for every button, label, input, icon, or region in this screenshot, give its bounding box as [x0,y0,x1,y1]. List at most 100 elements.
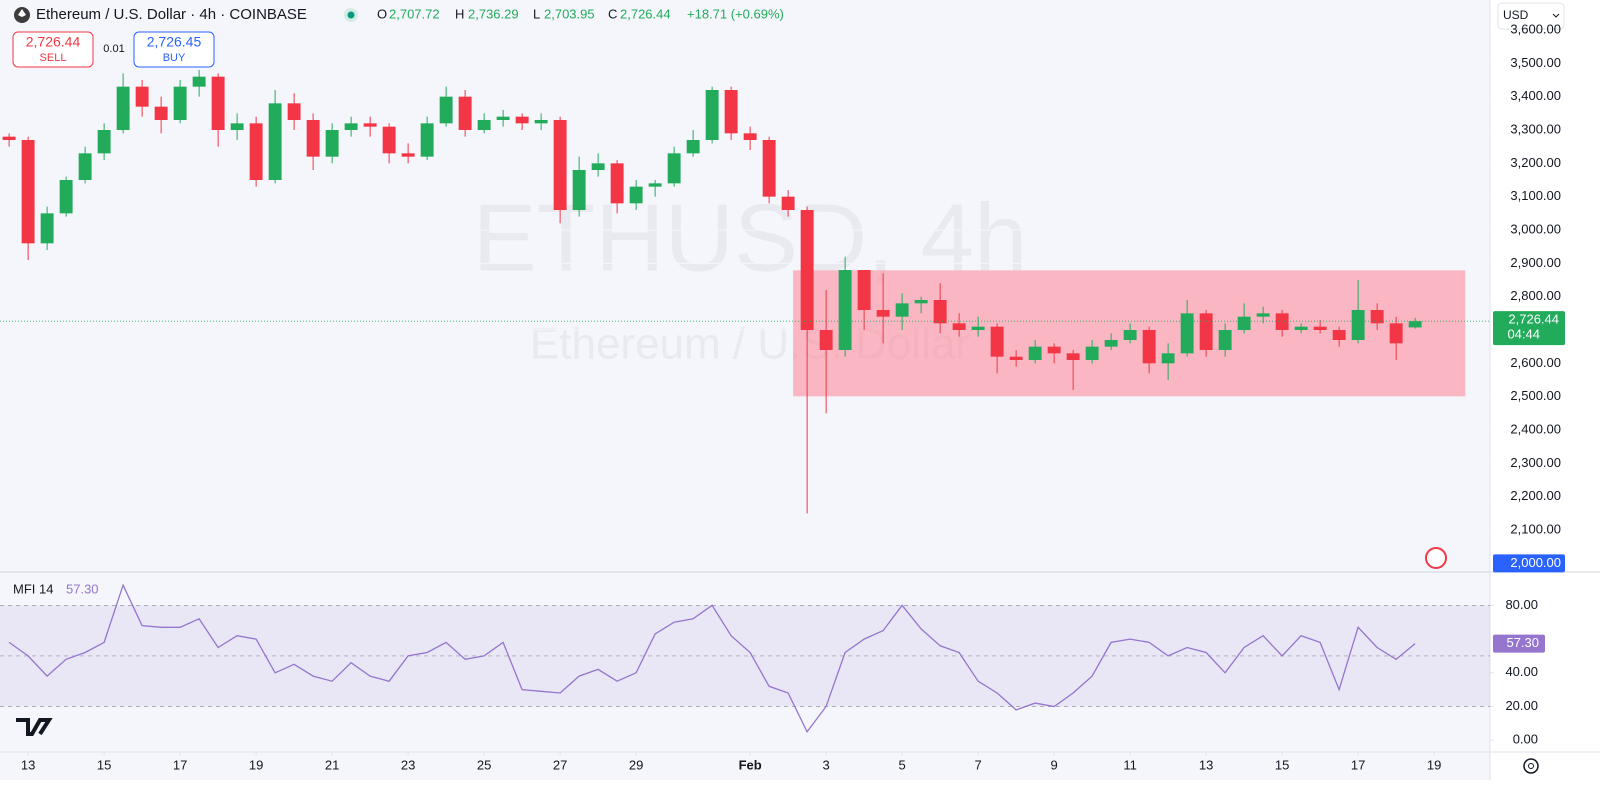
y-tick-label: 3,000.00 [1510,221,1561,236]
sell-label: SELL [40,52,67,64]
x-tick-label: 7 [975,757,982,772]
candle-body [154,106,168,120]
candle-body [1275,313,1289,330]
candle-body [952,323,966,330]
candle-body [439,96,453,124]
candle-body [534,120,548,124]
y-tick-label: 80.00 [1505,597,1538,612]
candle-body [1237,316,1251,330]
x-tick-label: 9 [1051,757,1058,772]
y-tick-label: 2,900.00 [1510,255,1561,270]
y-tick-label: 3,400.00 [1510,88,1561,103]
y-tick-label: 3,500.00 [1510,55,1561,70]
buy-label: BUY [163,52,186,64]
y-tick-label: 0.00 [1513,732,1538,747]
candle-body [382,126,396,154]
candle-body [667,153,681,184]
candle-body [1408,321,1422,328]
candle-body [268,103,282,180]
sell-button[interactable] [12,31,94,68]
candle-body [1161,353,1175,364]
y-tick-label: 2,500.00 [1510,388,1561,403]
ohlc-key: H [455,6,464,21]
candle-body [1123,330,1137,340]
ohlc-value: 2,703.95 [544,6,595,21]
x-tick-label: 5 [899,757,906,772]
candle-body [2,136,16,140]
candle-body [496,116,510,120]
candle-body [686,140,700,154]
x-tick-label: 17 [1351,757,1365,772]
y-tick-label: 2,300.00 [1510,455,1561,470]
candle-body [610,163,624,204]
x-tick-label: 13 [1199,757,1213,772]
candle-body [477,120,491,130]
currency-select[interactable] [1497,2,1565,30]
symbol-title[interactable]: Ethereum / U.S. Dollar · 4h · COINBASE [36,6,307,23]
candle-body [1294,326,1308,330]
candle-body [363,123,377,127]
x-tick-label: 21 [325,757,339,772]
candle-body [306,120,320,157]
candle-body [914,300,928,304]
candle-body [420,123,434,157]
y-tick-label: 3,200.00 [1510,155,1561,170]
candle-body [895,303,909,317]
candle-body [401,153,415,157]
candle-body [781,196,795,210]
x-tick-label: 27 [553,757,567,772]
candle-body [1028,346,1042,360]
settings-icon[interactable] [1523,758,1539,774]
ohlc-value: 2,736.29 [468,6,519,21]
y-tick-label: 3,100.00 [1510,188,1561,203]
x-tick-label: 3 [823,757,830,772]
candle-body [1389,323,1403,344]
candle-body [116,86,130,130]
x-tick-label: 15 [97,757,111,772]
candle-body [1199,313,1213,350]
indicator-line [8,583,1416,734]
ohlc-key: C [608,6,617,21]
indicator-tag [1493,634,1545,653]
candle-body [1085,346,1099,360]
last-price-tag [1493,311,1565,346]
candle-body [59,180,73,214]
candle-body [990,326,1004,357]
indicator-tag-label: 57.30 [1506,635,1539,650]
buy-button[interactable] [133,31,215,68]
buy-price: 2,726.45 [147,34,202,50]
indicator-name: MFI 14 [13,581,53,596]
x-tick-label: 15 [1275,757,1289,772]
candle-body [97,130,111,154]
y-tick-label: 2,800.00 [1510,288,1561,303]
candle-body [40,213,54,244]
y-tick-label: 2,100.00 [1510,521,1561,536]
candle-body [705,90,719,140]
dropdown-arrow [1552,13,1560,18]
x-tick-label: 29 [629,757,643,772]
candle-body [1332,330,1346,340]
ohlc-value: 2,726.44 [620,6,671,21]
x-tick-label: 19 [249,757,263,772]
change: +18.71 (+0.69%) [687,6,784,21]
spread: 0.01 [103,43,124,55]
last-price-label: 2,726.44 [1508,312,1559,327]
candle-body [629,186,643,204]
candle-body [135,86,149,107]
settings-icon [1528,763,1534,769]
news-icon[interactable] [1425,547,1447,569]
candle-body [192,76,206,87]
y-tick-label: 2,400.00 [1510,421,1561,436]
candle-body [515,116,529,124]
x-tick-label: 11 [1123,757,1137,772]
candle-body [724,90,738,134]
candle-body [249,123,263,180]
y-tick-label: 3,600.00 [1510,21,1561,36]
candle-body [1313,326,1327,330]
x-tick-label: 25 [477,757,491,772]
y-tick-label: 2,200.00 [1510,488,1561,503]
candle-body [173,86,187,120]
candle-body [933,300,947,324]
candle-body [1104,340,1118,347]
status-dot [347,11,355,19]
